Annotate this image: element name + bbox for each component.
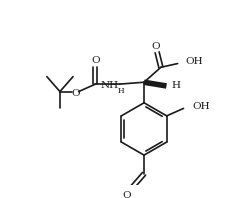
Text: O: O	[150, 42, 159, 51]
Text: H: H	[170, 81, 179, 90]
Text: O: O	[71, 89, 80, 98]
Text: H: H	[117, 87, 124, 95]
Text: OH: OH	[191, 102, 209, 111]
Text: O: O	[91, 56, 99, 65]
Text: OH: OH	[184, 57, 202, 66]
Text: O: O	[122, 191, 130, 198]
Text: NH: NH	[100, 81, 118, 89]
